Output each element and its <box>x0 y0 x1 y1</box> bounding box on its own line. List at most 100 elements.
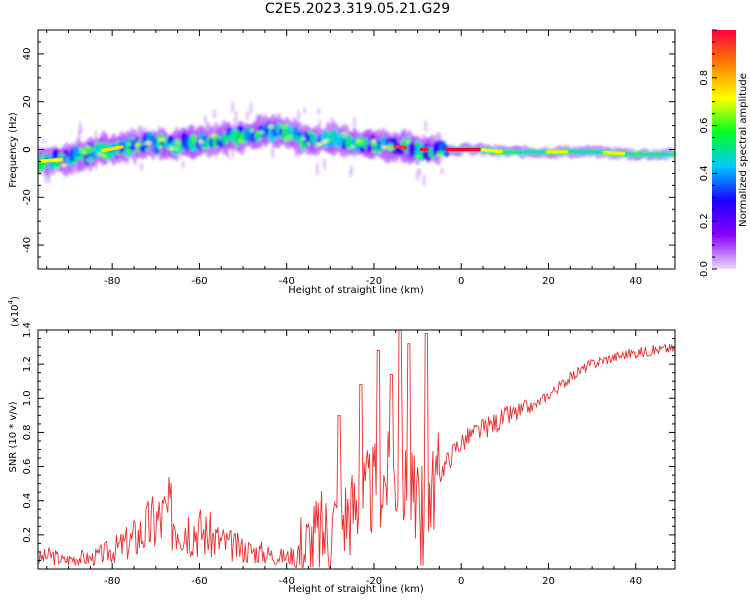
heatmap-cell <box>267 124 275 129</box>
spectrogram-blobs <box>38 101 675 188</box>
heatmap-cell <box>192 138 197 142</box>
heatmap-cell <box>245 110 249 121</box>
y-tick-label: -40 <box>22 237 33 253</box>
heatmap-cell <box>261 115 265 126</box>
y-tick-label: 1.2 <box>22 356 33 372</box>
x-tick-label: 20 <box>542 576 555 587</box>
heatmap-cell <box>78 121 82 135</box>
heatmap-cell <box>157 138 166 142</box>
heatmap-cell <box>212 108 216 120</box>
snr-x-label: Height of straight line (km) <box>288 584 424 595</box>
heatmap-cell <box>286 135 294 139</box>
heatmap-cell <box>249 101 253 116</box>
x-tick-label: 0 <box>458 576 464 587</box>
heatmap-cell <box>164 143 172 147</box>
heatmap-cell <box>231 101 235 114</box>
x-tick-label: -60 <box>191 276 207 287</box>
heatmap-cell <box>144 141 152 146</box>
y-tick-label: 0.4 <box>22 493 33 509</box>
heatmap-cell <box>144 147 150 152</box>
heatmap-peak <box>401 145 407 150</box>
heatmap-cell <box>222 140 227 145</box>
heatmap-cell <box>437 150 446 155</box>
heatmap-peak <box>476 147 482 152</box>
y-tick-label: 0.2 <box>22 527 33 543</box>
heatmap-cell <box>217 136 223 141</box>
heatmap-cell <box>381 140 387 144</box>
heatmap-cell <box>352 116 356 129</box>
colorbar-tick-label: 0.2 <box>699 213 710 229</box>
heatmap-peak <box>620 151 626 156</box>
heatmap-peak <box>497 149 503 154</box>
x-tick-label: -80 <box>104 276 120 287</box>
heatmap-cell <box>388 142 394 147</box>
y-tick-label: 1.4 <box>22 322 33 338</box>
heatmap-cell <box>318 118 322 132</box>
snr-plot-area <box>38 330 675 568</box>
heatmap-cell <box>87 156 95 160</box>
heatmap-cell <box>85 150 93 154</box>
heatmap-cell <box>387 145 395 150</box>
y-tick-label: 1.0 <box>22 390 33 406</box>
y-tick-label: 0 <box>22 146 33 152</box>
heatmap-cell <box>85 145 92 150</box>
heatmap-cell <box>97 152 103 156</box>
heatmap-cell <box>140 141 146 146</box>
heatmap-cell <box>42 138 46 145</box>
heatmap-cell <box>57 153 66 158</box>
y-tick-label: 0.8 <box>22 424 33 440</box>
heatmap-cell <box>234 109 238 121</box>
spectrogram-heatmap <box>38 101 675 188</box>
heatmap-cell <box>191 134 196 139</box>
heatmap-cell <box>405 140 411 144</box>
x-tick-label: -80 <box>104 576 120 587</box>
heatmap-cell <box>294 136 302 141</box>
heatmap-cell <box>297 110 301 121</box>
heatmap-cell <box>330 115 334 128</box>
heatmap-peak <box>57 157 63 162</box>
snr-y-axis: 0.2 0.4 0.6 0.8 1.0 1.2 1.4 <box>22 322 675 561</box>
heatmap-cell <box>276 135 280 149</box>
heatmap-cell <box>280 124 289 129</box>
spectrogram-panel: -80 -60 -40 -20 0 20 40 -40 -20 0 20 40 0 Height of… <box>8 29 676 296</box>
x-tick-label: 40 <box>629 576 642 587</box>
heatmap-cell <box>127 142 132 146</box>
heatmap-cell <box>323 158 327 171</box>
heatmap-cell <box>424 119 428 133</box>
heatmap-cell <box>74 156 80 160</box>
heatmap-cell <box>134 143 141 147</box>
y-tick-label: 0.6 <box>22 459 33 475</box>
heatmap-peak <box>118 145 124 149</box>
spectrogram-y-label: Frequency (Hz) <box>8 112 19 188</box>
x-tick-label: -40 <box>279 276 295 287</box>
heatmap-cell <box>282 129 288 133</box>
heatmap-cell <box>333 131 340 136</box>
heatmap-cell <box>350 145 356 149</box>
colorbar-label: Normalized spectral amplitude <box>738 73 749 227</box>
heatmap-cell <box>381 145 389 150</box>
x-tick-label: 0 <box>458 276 464 287</box>
heatmap-cell <box>371 143 378 148</box>
x-tick-label: -40 <box>279 576 295 587</box>
y-tick-label: -20 <box>22 189 33 205</box>
heatmap-cell <box>413 154 422 159</box>
snr-frame <box>37 329 676 570</box>
heatmap-cell <box>121 151 128 155</box>
heatmap-cell <box>327 139 334 143</box>
colorbar-scale <box>712 30 736 269</box>
heatmap-peak <box>423 147 429 152</box>
heatmap-cell <box>349 164 353 174</box>
heatmap-cell <box>52 164 61 169</box>
heatmap-cell <box>237 133 244 137</box>
heatmap-cell <box>198 139 204 144</box>
heatmap-cell <box>416 169 420 181</box>
heatmap-cell <box>307 131 313 135</box>
heatmap-cell <box>274 135 279 140</box>
heatmap-cell <box>47 155 53 160</box>
heatmap-cell <box>233 130 240 135</box>
heatmap-cell <box>101 154 107 158</box>
heatmap-cell <box>202 145 209 150</box>
heatmap-cell <box>190 147 199 152</box>
heatmap-cell <box>231 143 235 158</box>
